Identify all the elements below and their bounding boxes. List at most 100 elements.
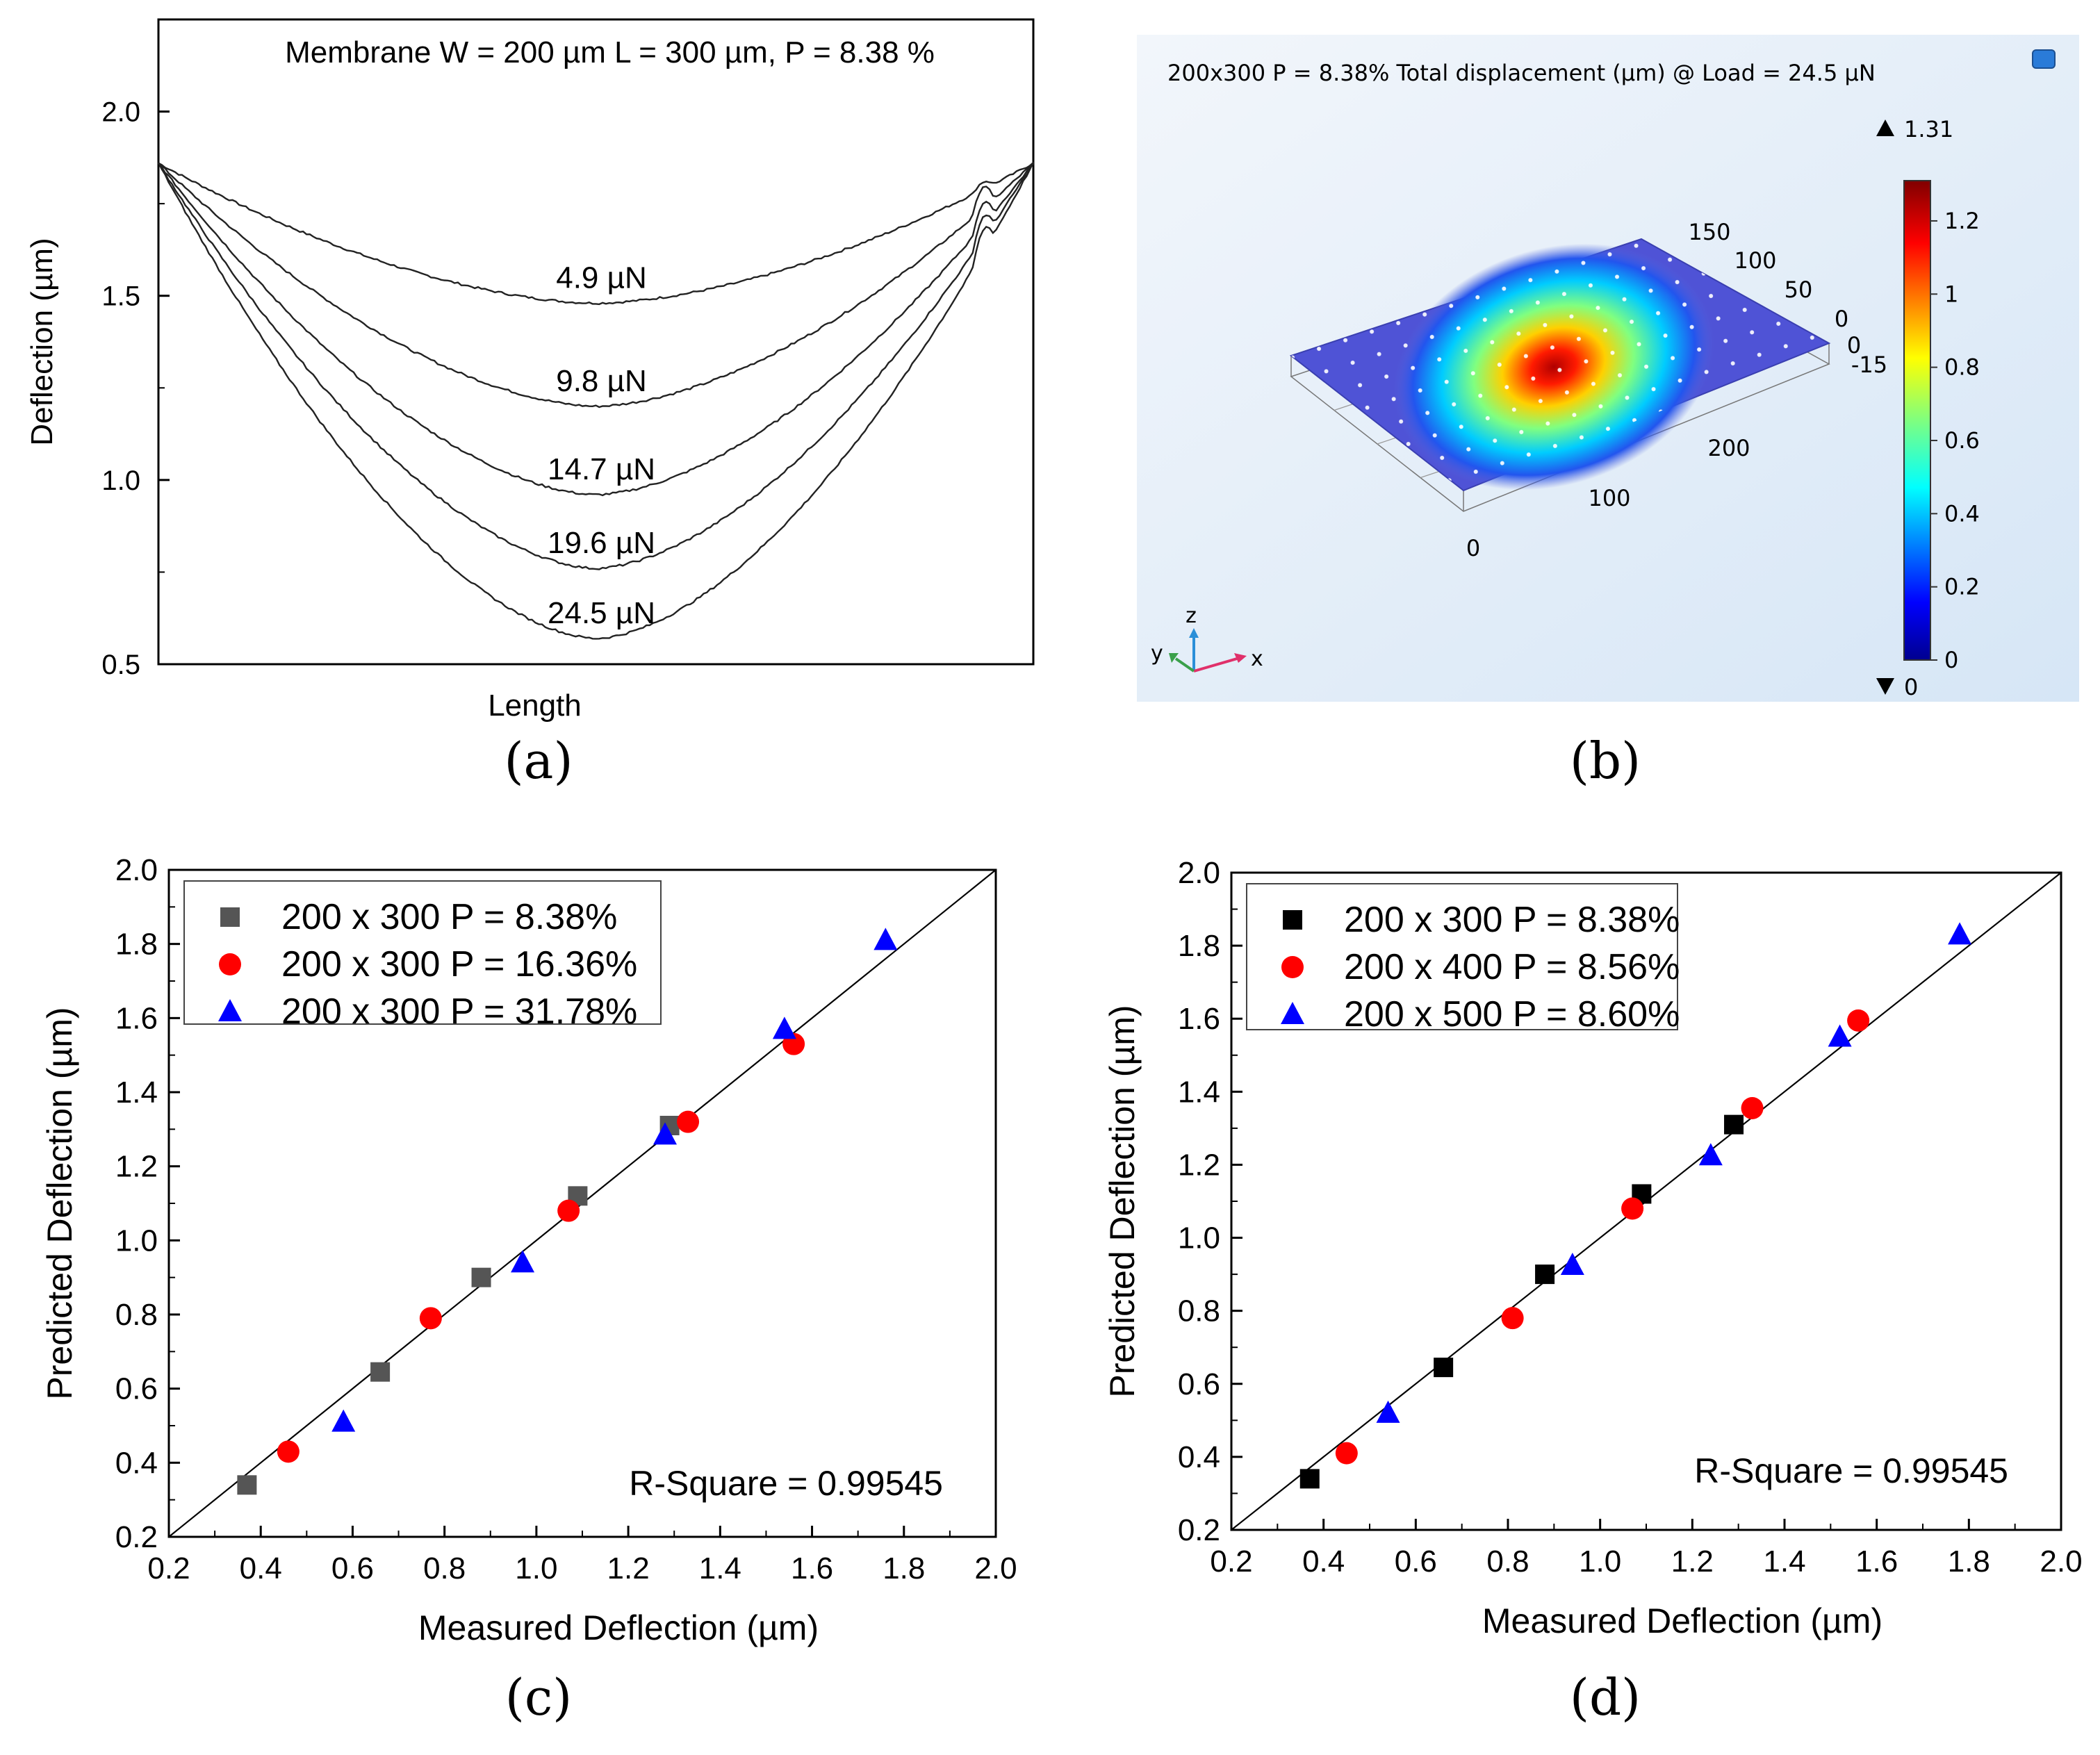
y-tick-label: 1.4 bbox=[115, 1076, 158, 1110]
x-tick-label: 1.2 bbox=[607, 1551, 650, 1585]
x-tick-label: 200 bbox=[1707, 435, 1750, 461]
panel-d: 0.20.2 0.4 0.4 0.6 0.6 0.8 0.8 1.0 1.0 1.2 1.2 1.4 1… bbox=[1103, 856, 2083, 1640]
profile-curve bbox=[158, 162, 1034, 409]
panel-label-b: (b) bbox=[1570, 732, 1641, 790]
data-point-circle bbox=[677, 1110, 700, 1133]
panel-c: 0.20.2 0.4 0.4 0.6 0.6 0.8 0.8 1.0 1.0 1.2 1.2 1.4 1… bbox=[40, 853, 1017, 1647]
x-tick-label: 1.2 bbox=[1671, 1544, 1714, 1579]
x-tick-label: 0.8 bbox=[1486, 1544, 1529, 1579]
plot-frame bbox=[157, 18, 1035, 666]
y-tick-label: 1.5 bbox=[101, 281, 140, 312]
triad-x-axis bbox=[1193, 657, 1238, 673]
x-tick-label: 0.4 bbox=[1302, 1544, 1345, 1579]
profile-curve bbox=[158, 162, 1034, 306]
z-tick-label: -15 bbox=[1851, 352, 1887, 378]
x-tick-label: 0.6 bbox=[331, 1551, 374, 1585]
x-tick-label: 1.6 bbox=[791, 1551, 833, 1585]
y-tick-label: 0 bbox=[1835, 306, 1848, 332]
y-tick-label: 1.6 bbox=[115, 1001, 158, 1035]
x-tick-label: 2.0 bbox=[974, 1551, 1017, 1585]
data-point-circle bbox=[1335, 1442, 1358, 1465]
y-tick-label: 1.8 bbox=[115, 928, 158, 962]
plot-title: 200x300 P = 8.38% Total displacement (µm… bbox=[1167, 60, 1876, 86]
mesh-dots bbox=[1291, 239, 1829, 491]
y-tick-label: 1.4 bbox=[1178, 1075, 1220, 1109]
y-tick-label: 0.4 bbox=[1178, 1440, 1220, 1474]
y-tick-label: 0.8 bbox=[115, 1298, 158, 1332]
colorbar-tick-label: 0.6 bbox=[1944, 427, 1980, 454]
x-axis-label: Measured Deflection (µm) bbox=[1482, 1601, 1882, 1640]
triad-y-label: y bbox=[1151, 641, 1163, 666]
triad-z-label: z bbox=[1186, 604, 1197, 628]
legend-box bbox=[1246, 883, 1678, 1030]
panel-label-d: (d) bbox=[1570, 1668, 1641, 1727]
profile-curve bbox=[158, 162, 1034, 497]
x-tick-label: 1.0 bbox=[515, 1551, 557, 1585]
app-logo-icon bbox=[2032, 49, 2056, 69]
profile-curve bbox=[157, 161, 1035, 640]
curve-label: 19.6 µN bbox=[548, 526, 655, 560]
data-point-circle bbox=[557, 1199, 580, 1222]
curve-label: 4.9 µN bbox=[556, 261, 647, 295]
x-tick-label: 0.2 bbox=[147, 1551, 190, 1585]
min-marker-icon bbox=[1876, 678, 1894, 695]
min-value-label: 0 bbox=[1904, 674, 1918, 700]
data-point-square bbox=[1724, 1114, 1744, 1135]
y-tick-label: 0.2 bbox=[115, 1520, 158, 1554]
legend-marker-icon bbox=[1281, 956, 1304, 978]
y-axis-label: Predicted Deflection (µm) bbox=[40, 1007, 79, 1399]
y-axis-label: Predicted Deflection (µm) bbox=[1103, 1005, 1142, 1397]
y-tick-label: 1.2 bbox=[115, 1150, 158, 1184]
data-point-triangle bbox=[1376, 1400, 1400, 1423]
legend-marker-icon bbox=[220, 907, 240, 927]
legend-entry: 200 x 400 P = 8.56% bbox=[1344, 947, 1680, 987]
y-tick-label: 1.2 bbox=[1178, 1148, 1220, 1182]
y-tick-label: 2.0 bbox=[115, 853, 158, 887]
panel-b: 200x300 P = 8.38% Total displacement (µm… bbox=[1137, 35, 2079, 702]
y-tick-label: 50 bbox=[1785, 277, 1813, 303]
legend-entry: 200 x 300 P = 8.38% bbox=[281, 897, 617, 937]
data-point-triangle bbox=[511, 1250, 535, 1273]
y-tick-label: 1.0 bbox=[1178, 1221, 1220, 1255]
data-point-square bbox=[370, 1362, 391, 1382]
data-point-circle bbox=[1741, 1096, 1764, 1119]
colorbar-tick-label: 0.2 bbox=[1944, 574, 1980, 600]
y-axis-label: Deflection (µm) bbox=[25, 238, 59, 445]
data-point-circle bbox=[1501, 1307, 1524, 1330]
legend-marker-icon bbox=[219, 953, 241, 975]
y-tick-label: 0.8 bbox=[1178, 1294, 1220, 1328]
data-point-square bbox=[471, 1267, 491, 1287]
y-tick-label: 2.0 bbox=[1178, 856, 1220, 890]
data-point-circle bbox=[1621, 1197, 1644, 1220]
x-axis-label: Measured Deflection (µm) bbox=[418, 1608, 819, 1647]
y-tick-label: 0.2 bbox=[1178, 1513, 1220, 1547]
max-value-label: 1.31 bbox=[1904, 116, 1953, 142]
colorbar-tick-label: 1 bbox=[1944, 281, 1958, 307]
r-square-annotation: R-Square = 0.99545 bbox=[1694, 1451, 2008, 1490]
colorbar-tick-label: 0 bbox=[1944, 647, 1958, 673]
x-tick-label: 1.4 bbox=[699, 1551, 741, 1585]
y-tick-label: 1.0 bbox=[115, 1223, 158, 1258]
colorbar-tick-label: 0.4 bbox=[1944, 500, 1980, 527]
data-point-square bbox=[1434, 1358, 1454, 1378]
data-point-triangle bbox=[331, 1409, 356, 1432]
legend-marker-icon bbox=[1281, 1002, 1304, 1024]
triad-x-arrow-icon bbox=[1234, 653, 1247, 663]
data-point-triangle bbox=[1948, 922, 1972, 945]
x-tick-label: 1.4 bbox=[1763, 1544, 1805, 1579]
data-point-triangle bbox=[1698, 1143, 1723, 1166]
data-point-circle bbox=[419, 1307, 442, 1330]
colorbar-tick-label: 0.8 bbox=[1944, 354, 1980, 381]
colorbar bbox=[1903, 180, 1931, 661]
x-tick-label: 0.8 bbox=[423, 1551, 466, 1585]
chart-title: Membrane W = 200 µm L = 300 µm, P = 8.38… bbox=[285, 35, 935, 69]
data-point-circle bbox=[277, 1440, 300, 1463]
curve-label: 14.7 µN bbox=[548, 452, 655, 486]
x-tick-label: 2.0 bbox=[2040, 1544, 2082, 1579]
data-point-square bbox=[1535, 1264, 1555, 1285]
x-tick-label: 100 bbox=[1588, 485, 1630, 511]
x-tick-label: 0.4 bbox=[240, 1551, 282, 1585]
data-point-triangle bbox=[772, 1016, 796, 1039]
r-square-annotation: R-Square = 0.99545 bbox=[629, 1464, 943, 1503]
